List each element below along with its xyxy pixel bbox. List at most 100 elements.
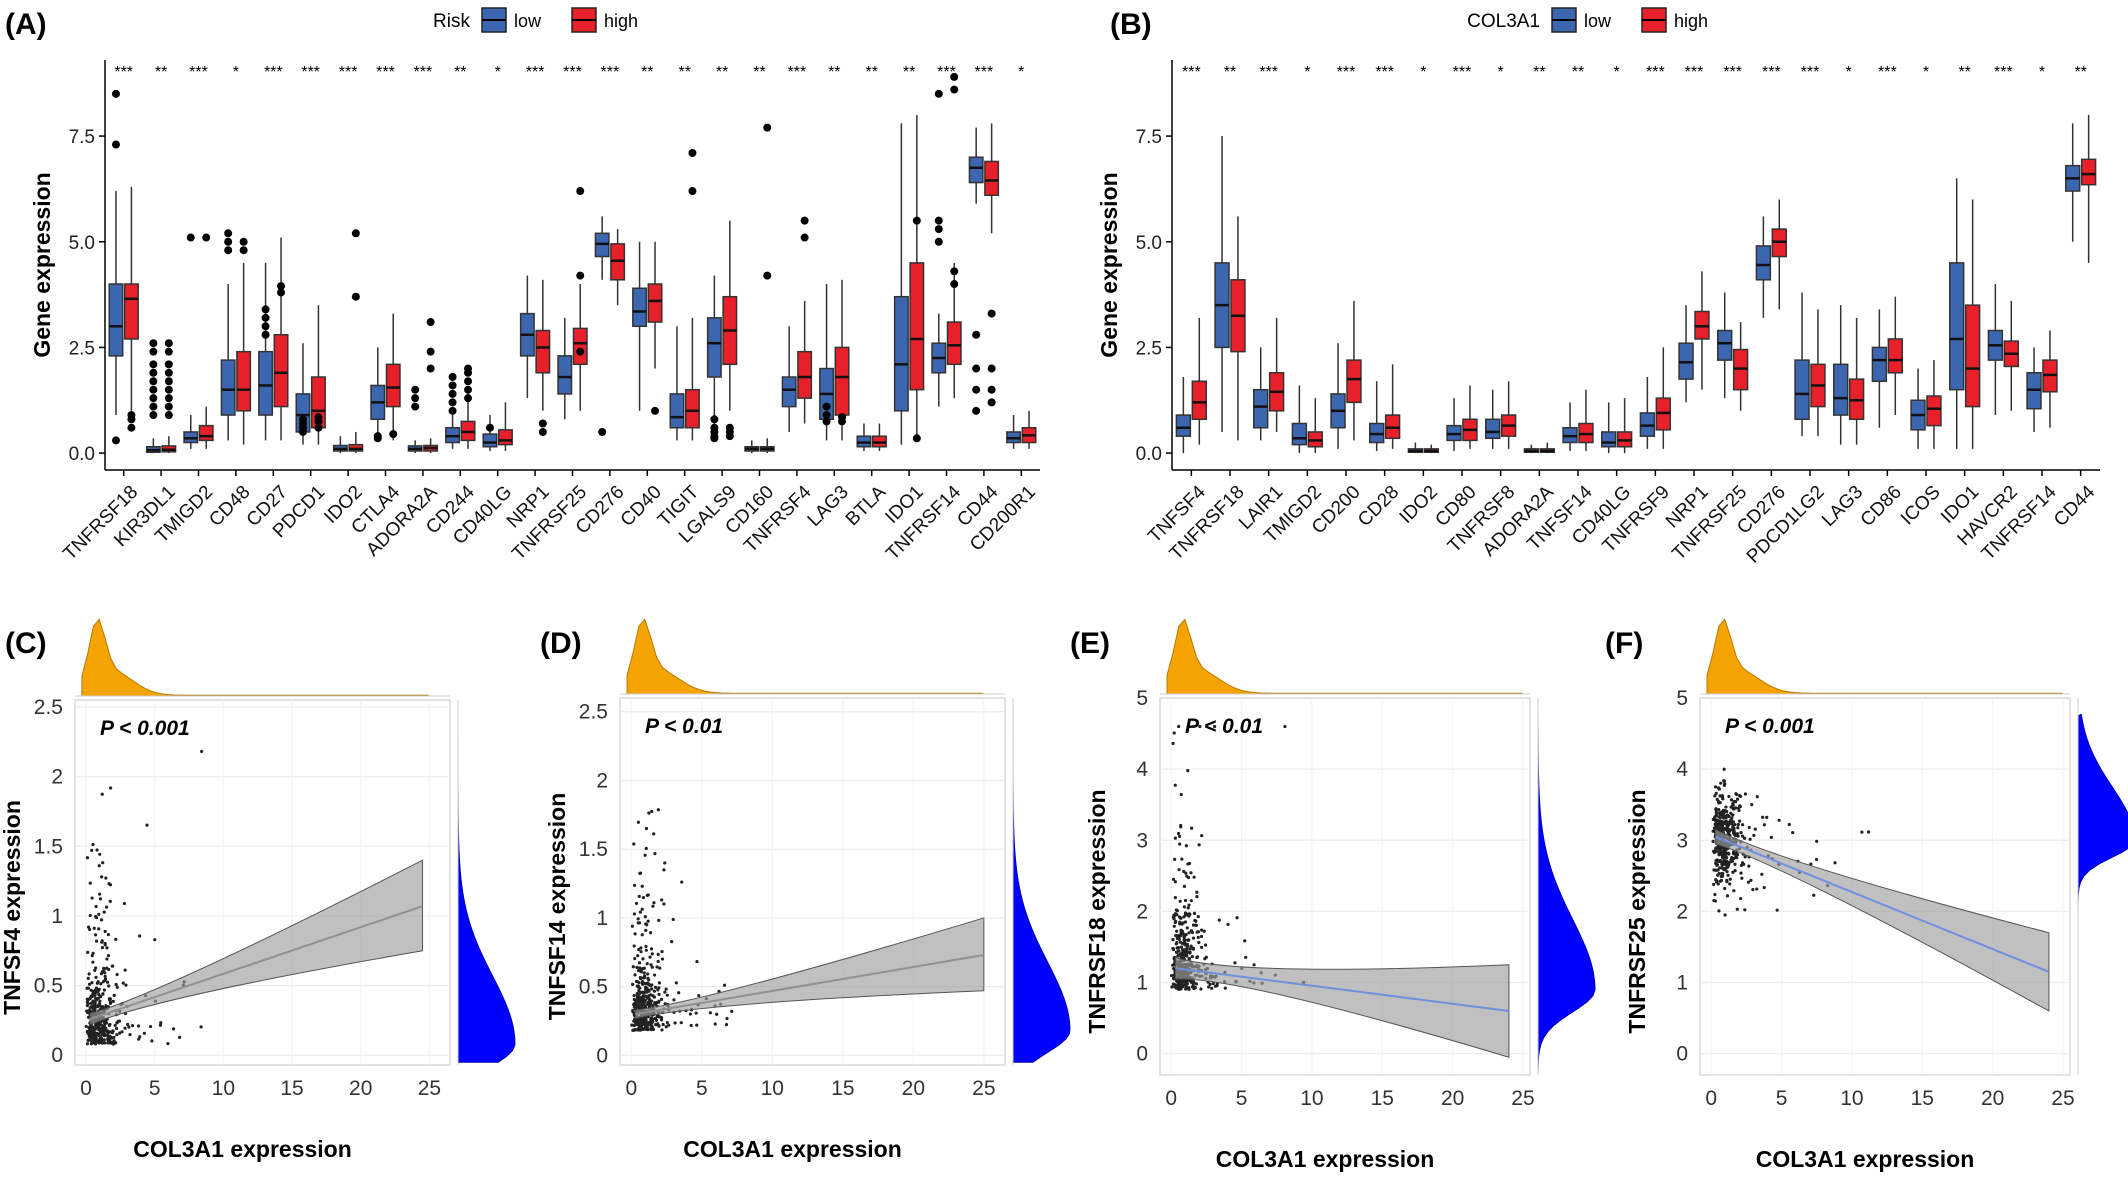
- scatter-point: [1755, 887, 1759, 891]
- scatter-point: [1732, 889, 1736, 893]
- scatter-point: [88, 996, 92, 1001]
- scatter-point: [171, 1027, 176, 1031]
- scatter-point: [1189, 979, 1193, 984]
- scatter-point: [1720, 820, 1724, 824]
- y-tick-label: 4: [1136, 758, 1148, 781]
- scatter-point: [1196, 935, 1200, 939]
- box-low: [1871, 346, 1888, 382]
- scatter-point: [1733, 869, 1737, 873]
- scatter-point: [1210, 986, 1214, 990]
- y-tick-label: 0.0: [69, 444, 95, 465]
- outlier-point: [164, 377, 173, 386]
- scatter-point: [108, 899, 112, 903]
- box-low: [1832, 363, 1849, 416]
- y-tick-label: 0.5: [579, 976, 608, 999]
- scatter-point: [1178, 842, 1182, 846]
- scatter-point: [1204, 955, 1208, 959]
- scatter-point: [1762, 823, 1766, 827]
- box-low: [632, 287, 648, 328]
- scatter-point: [1714, 791, 1718, 796]
- scatter-point: [1177, 915, 1182, 919]
- scatter-point: [106, 1033, 110, 1038]
- scatter-point: [86, 1038, 91, 1043]
- scatter-point: [1729, 821, 1733, 825]
- scatter-point: [1177, 868, 1181, 872]
- scatter-point: [642, 971, 646, 975]
- scatter-point: [1724, 805, 1728, 809]
- scatter-point: [84, 1024, 88, 1029]
- outlier-point: [411, 402, 420, 411]
- box-high: [123, 283, 139, 340]
- scatter-point: [1729, 798, 1734, 802]
- scatter-point: [651, 1004, 655, 1008]
- scatter-point: [111, 999, 115, 1003]
- scatter-point: [1833, 861, 1837, 865]
- significance-label: ***: [1801, 64, 1820, 81]
- scatter-point: [640, 997, 644, 1002]
- outlier-point: [688, 148, 697, 157]
- scatter-point: [1192, 875, 1196, 879]
- box-low: [1948, 262, 1965, 391]
- scatter-point: [1178, 940, 1183, 944]
- scatter-point: [199, 1025, 203, 1029]
- scatter-point: [674, 981, 678, 985]
- outlier-point: [239, 237, 248, 246]
- outlier-point: [987, 309, 996, 318]
- box-low: [706, 317, 722, 378]
- box-low: [220, 359, 236, 416]
- scatter-point: [636, 917, 640, 921]
- y-tick-label: 0.0: [1136, 444, 1162, 465]
- scatter-point: [1186, 906, 1190, 910]
- density-top: [1706, 618, 2064, 695]
- y-tick-label: 1: [1136, 972, 1148, 995]
- scatter-point: [1713, 868, 1718, 872]
- scatter-point: [103, 929, 107, 934]
- y-tick-label: 2: [51, 766, 63, 789]
- scatter-point: [1743, 792, 1748, 796]
- scatter-point: [1722, 779, 1726, 783]
- scatter-point: [1752, 833, 1756, 837]
- scatter-point: [647, 1022, 651, 1026]
- scatter-point: [1182, 884, 1186, 888]
- x-tick-label: 10: [1300, 1087, 1323, 1110]
- box-high: [1887, 338, 1904, 374]
- legend-label-low: low: [1584, 11, 1612, 31]
- box-low: [1600, 431, 1617, 448]
- scatter-point: [1184, 933, 1188, 937]
- panel-tag: (E): [1070, 627, 1110, 660]
- scatter-point: [98, 999, 102, 1003]
- scatter-point: [651, 904, 655, 908]
- y-axis-label: TNFRSF25 expression: [1624, 789, 1650, 1033]
- y-tick-label: 2.5: [69, 338, 95, 359]
- scatter-point: [97, 1032, 101, 1036]
- scatter-point: [1190, 985, 1194, 989]
- scatter-point: [1185, 951, 1189, 955]
- scatter-point: [1208, 982, 1212, 986]
- scatter-point: [1283, 724, 1287, 729]
- panel-tag: (C): [5, 627, 47, 660]
- outlier-point: [448, 373, 457, 382]
- scatter-panel-d: (D) 0 5 10 15 20 25 0 0.5 1 1.5 2 2.5 COL3A1 expressi…: [540, 618, 1071, 1162]
- outlier-point: [576, 187, 585, 196]
- box-high: [909, 262, 925, 391]
- outlier-point: [972, 406, 981, 415]
- density-right: [1537, 714, 1596, 1075]
- box-low: [108, 283, 124, 357]
- significance-label: *: [1923, 64, 1929, 81]
- scatter-point: [1187, 903, 1191, 907]
- scatter-point: [1184, 943, 1188, 947]
- scatter-point: [657, 992, 661, 996]
- box-high: [1191, 380, 1208, 421]
- category-label: CD48: [205, 482, 254, 531]
- scatter-point: [101, 1030, 105, 1034]
- outlier-point: [448, 398, 457, 407]
- outlier-point: [373, 432, 382, 441]
- scatter-point: [94, 1004, 98, 1009]
- significance-label: *: [1498, 64, 1504, 81]
- scatter-point: [1746, 880, 1751, 884]
- scatter-point: [671, 917, 675, 922]
- scatter-point: [1723, 886, 1727, 891]
- scatter-point: [98, 852, 102, 856]
- scatter-point: [1185, 926, 1189, 930]
- scatter-point: [1184, 985, 1188, 989]
